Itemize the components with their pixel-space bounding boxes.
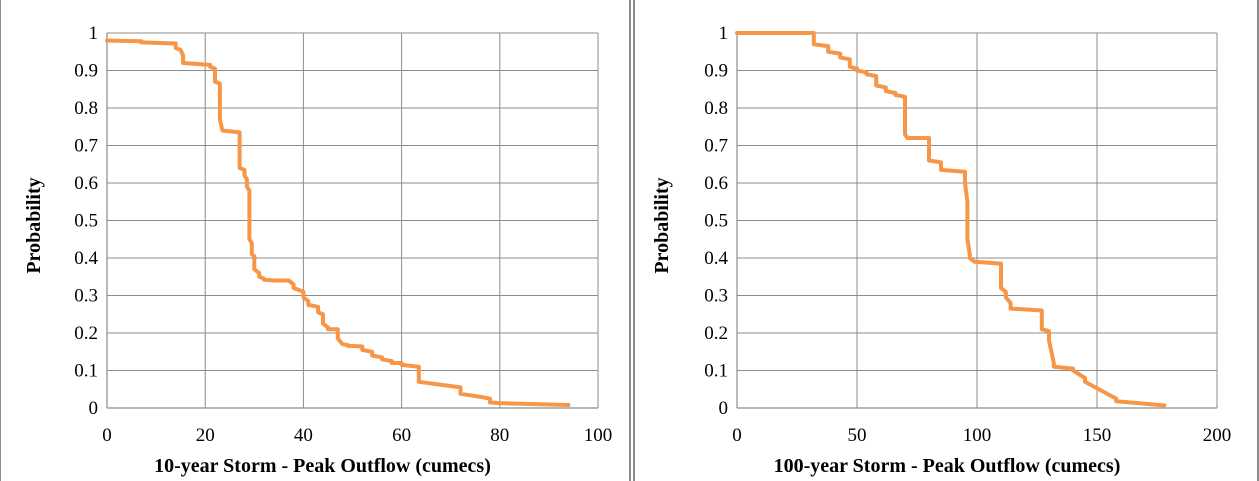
y-tick-label: 0 [89,398,99,419]
y-axis-title: Probability [651,177,673,273]
y-tick-label: 0.2 [74,323,98,344]
y-tick-label: 0.2 [704,323,728,344]
panel-border-far-right [1257,0,1259,481]
y-tick-label: 0.1 [704,361,728,382]
y-tick-label: 0.7 [704,136,728,157]
x-axis-title: 100-year Storm - Peak Outflow (cumecs) [774,455,1121,477]
x-tick-label: 40 [294,425,313,446]
x-tick-label: 150 [1083,425,1112,446]
y-tick-label: 0.9 [704,61,728,82]
y-tick-label: 0.8 [704,98,728,119]
y-tick-label: 1 [89,23,99,44]
y-tick-label: 0.5 [74,211,98,232]
y-tick-label: 1 [719,23,729,44]
x-tick-label: 0 [732,425,742,446]
x-tick-label: 80 [490,425,509,446]
panel-border-left [629,0,631,481]
chart-panel-100-year: 0 0.1 0.2 0.3 0.4 0.5 0.6 0.7 0.8 0.9 1 0 50 100 150 20… [635,0,1257,481]
x-tick-label: 20 [196,425,215,446]
y-tick-label: 0.5 [704,211,728,232]
y-tick-label: 0.8 [74,98,98,119]
y-tick-label: 0.1 [74,361,98,382]
y-tick-label: 0.7 [74,136,98,157]
x-axis-title: 10-year Storm - Peak Outflow (cumecs) [154,455,491,477]
y-tick-label: 0.4 [704,248,728,269]
panel-border-right [633,0,635,481]
y-axis-title: Probability [23,177,45,273]
series-line [735,31,1167,408]
y-tick-label: 0.6 [74,173,98,194]
chart-100-year-storm: 0 0.1 0.2 0.3 0.4 0.5 0.6 0.7 0.8 0.9 1 0 50 100 150 20… [651,23,1232,477]
y-tick-label: 0.9 [74,61,98,82]
x-tick-label: 50 [848,425,867,446]
x-tick-label: 60 [392,425,411,446]
x-tick-label: 100 [963,425,992,446]
y-tick-label: 0.4 [74,248,98,269]
x-tick-label: 200 [1203,425,1232,446]
series-line [105,38,571,407]
y-tick-label: 0 [719,398,729,419]
panel-border-far-left [0,0,1,481]
y-tick-label: 0.3 [704,286,728,307]
y-tick-label: 0.6 [704,173,728,194]
chart-10-year-storm: 0 0.1 0.2 0.3 0.4 0.5 0.6 0.7 0.8 0.9 1 0 20 40 60 80 10… [23,23,613,477]
chart-panel-10-year: 0 0.1 0.2 0.3 0.4 0.5 0.6 0.7 0.8 0.9 1 0 20 40 60 80 10… [0,0,629,481]
y-tick-label: 0.3 [74,286,98,307]
x-tick-label: 0 [102,425,112,446]
x-tick-label: 100 [584,425,613,446]
